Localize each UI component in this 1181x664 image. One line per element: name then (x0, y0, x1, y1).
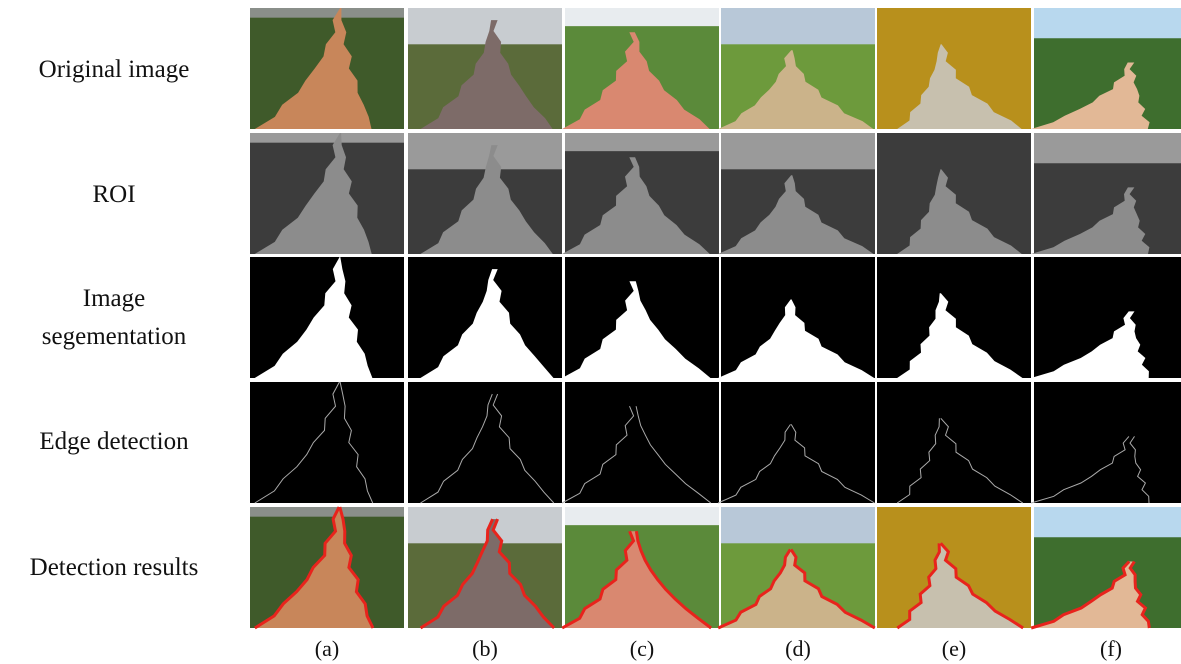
sky (408, 8, 562, 44)
column-label: (a) (297, 636, 357, 662)
background (565, 382, 719, 503)
sky (408, 507, 562, 543)
sky (1034, 133, 1181, 163)
image-cell (562, 8, 719, 129)
image-cell (877, 382, 1031, 503)
row-label: Original image (0, 51, 228, 89)
sky (250, 507, 404, 517)
image-cell (562, 507, 719, 628)
image-cell (408, 8, 562, 129)
sky (721, 507, 875, 543)
column-label: (d) (768, 636, 828, 662)
background (1034, 382, 1181, 503)
image-cell (1031, 257, 1181, 378)
sky (250, 8, 404, 18)
row-label: Edge detection (0, 423, 228, 461)
background (408, 382, 562, 503)
image-cell (408, 507, 562, 628)
row-label: Image segementation (0, 280, 228, 356)
image-cell (562, 133, 719, 254)
row-label: ROI (0, 176, 228, 214)
column-label: (e) (924, 636, 984, 662)
image-cell (250, 8, 404, 129)
image-cell (877, 8, 1031, 129)
image-cell (1031, 8, 1181, 129)
image-cell (718, 8, 875, 129)
sky (1034, 507, 1181, 537)
column-label: (c) (612, 636, 672, 662)
image-cell (250, 382, 404, 503)
image-cell (718, 507, 875, 628)
image-cell (877, 257, 1031, 378)
row-label: Detection results (0, 549, 228, 587)
sky (250, 133, 404, 143)
image-cell (718, 133, 875, 254)
image-cell (562, 382, 719, 503)
background (250, 382, 404, 503)
image-cell (718, 257, 875, 378)
image-cell (250, 257, 404, 378)
image-cell (408, 382, 562, 503)
sky (721, 8, 875, 44)
sky (1034, 8, 1181, 38)
image-cell (250, 133, 404, 254)
image-cell (1031, 133, 1181, 254)
sky (408, 133, 562, 169)
image-cell (562, 257, 719, 378)
column-label: (b) (455, 636, 515, 662)
image-cell (408, 257, 562, 378)
image-cell (250, 507, 404, 628)
image-cell (877, 133, 1031, 254)
image-cell (408, 133, 562, 254)
sky (565, 8, 719, 26)
image-cell (1031, 382, 1181, 503)
image-cell (718, 382, 875, 503)
image-cell (877, 507, 1031, 628)
image-cell (1031, 507, 1181, 628)
sky (565, 507, 719, 525)
sky (565, 133, 719, 151)
figure: Original image ROI Image segementation Edge… (0, 0, 1181, 664)
column-label: (f) (1081, 636, 1141, 662)
sky (721, 133, 875, 169)
